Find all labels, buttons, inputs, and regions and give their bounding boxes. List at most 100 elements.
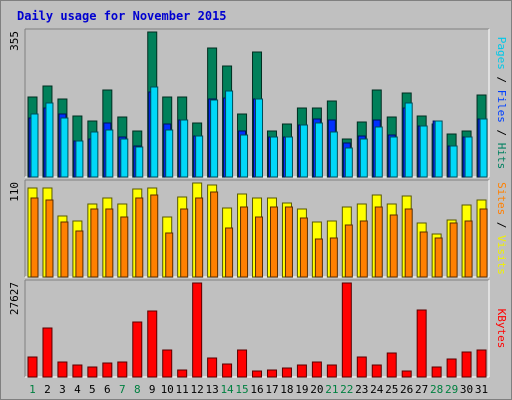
x-tick-label-5: 5 xyxy=(89,383,96,396)
bar-pages-day-1 xyxy=(30,113,39,178)
x-tick-label-9: 9 xyxy=(149,383,156,396)
bar-kbytes-day-26 xyxy=(401,370,412,378)
bar-kbytes-day-13 xyxy=(207,357,218,378)
bar-pages-day-19 xyxy=(299,124,308,178)
bar-kbytes-day-4 xyxy=(72,364,83,378)
bar-kbytes-day-24 xyxy=(371,364,382,378)
bar-sites-day-6 xyxy=(105,208,114,278)
bar-kbytes-day-6 xyxy=(102,362,113,378)
legend-part: Sites xyxy=(495,182,508,215)
x-tick-label-29: 29 xyxy=(445,383,458,396)
bar-pages-day-10 xyxy=(165,129,174,178)
x-tick-label-4: 4 xyxy=(74,383,81,396)
bar-pages-day-4 xyxy=(75,140,84,178)
x-tick-label-22: 22 xyxy=(340,383,353,396)
x-tick-label-14: 14 xyxy=(220,383,234,396)
bar-sites-day-31 xyxy=(479,208,488,278)
x-tick-label-10: 10 xyxy=(161,383,174,396)
bar-pages-day-2 xyxy=(45,102,54,178)
x-tick-label-3: 3 xyxy=(59,383,66,396)
bar-pages-day-12 xyxy=(195,135,204,178)
bar-pages-day-20 xyxy=(314,122,323,178)
bar-kbytes-day-7 xyxy=(117,361,128,378)
x-tick-label-28: 28 xyxy=(430,383,443,396)
bar-kbytes-day-12 xyxy=(192,282,203,378)
x-tick-label-17: 17 xyxy=(265,383,278,396)
bar-pages-day-25 xyxy=(389,136,398,178)
x-tick-label-25: 25 xyxy=(385,383,398,396)
bar-sites-day-8 xyxy=(135,197,144,278)
bar-sites-day-3 xyxy=(60,221,69,278)
series-legend-kbytes: KBytes xyxy=(495,309,508,349)
bar-sites-day-18 xyxy=(284,206,293,278)
series-legend-hits-files-pages: Pages / Files / Hits xyxy=(495,37,508,170)
bar-sites-day-11 xyxy=(180,208,189,278)
bar-sites-day-27 xyxy=(419,231,428,278)
legend-part: Files xyxy=(495,90,508,123)
bar-sites-day-10 xyxy=(165,232,174,278)
bar-sites-day-26 xyxy=(404,208,413,278)
bar-sites-day-24 xyxy=(374,206,383,278)
bar-kbytes-day-11 xyxy=(177,369,188,378)
bar-sites-day-25 xyxy=(389,214,398,278)
bar-sites-day-5 xyxy=(90,208,99,278)
x-tick-label-2: 2 xyxy=(44,383,51,396)
bar-kbytes-day-25 xyxy=(386,352,397,378)
x-tick-label-7: 7 xyxy=(119,383,126,396)
bar-kbytes-day-5 xyxy=(87,366,98,378)
bar-sites-day-19 xyxy=(299,217,308,278)
legend-part: Visits xyxy=(495,235,508,275)
legend-part: KBytes xyxy=(495,309,508,349)
bar-sites-day-23 xyxy=(359,220,368,278)
bar-pages-day-13 xyxy=(210,99,219,178)
bar-kbytes-day-14 xyxy=(222,363,233,378)
bar-pages-day-28 xyxy=(434,120,443,178)
bar-sites-day-1 xyxy=(30,197,39,278)
series-legend-visits-sites: Sites / Visits xyxy=(495,182,508,275)
bar-kbytes-day-18 xyxy=(281,367,292,378)
bar-sites-day-28 xyxy=(434,237,443,278)
bar-pages-day-15 xyxy=(240,134,249,178)
y-max-label-kbytes: 27627 xyxy=(8,282,21,315)
y-max-label-hits-files-pages: 355 xyxy=(8,31,21,51)
x-tick-label-21: 21 xyxy=(325,383,338,396)
bar-kbytes-day-19 xyxy=(296,364,307,378)
bar-kbytes-day-21 xyxy=(326,364,337,378)
bar-kbytes-day-16 xyxy=(252,370,263,378)
bar-pages-day-31 xyxy=(479,118,488,178)
bar-pages-day-27 xyxy=(419,125,428,178)
bar-sites-day-9 xyxy=(150,194,159,278)
x-tick-label-26: 26 xyxy=(400,383,413,396)
x-tick-label-20: 20 xyxy=(310,383,323,396)
bar-pages-day-24 xyxy=(374,126,383,178)
x-tick-label-13: 13 xyxy=(205,383,218,396)
bar-pages-day-3 xyxy=(60,117,69,178)
bar-pages-day-17 xyxy=(269,136,278,178)
bar-sites-day-21 xyxy=(329,237,338,278)
x-tick-label-31: 31 xyxy=(475,383,488,396)
legend-part: / xyxy=(495,70,508,90)
bar-pages-day-22 xyxy=(344,147,353,178)
legend-part: / xyxy=(495,123,508,143)
bar-pages-day-21 xyxy=(329,131,338,178)
x-tick-label-6: 6 xyxy=(104,383,111,396)
plot-area-kbytes xyxy=(25,280,489,377)
bar-kbytes-day-2 xyxy=(42,327,53,378)
chart-title: Daily usage for November 2015 xyxy=(17,9,227,23)
bar-pages-day-16 xyxy=(255,98,264,178)
bar-sites-day-29 xyxy=(449,222,458,278)
bar-kbytes-day-23 xyxy=(356,356,367,378)
bar-sites-day-13 xyxy=(210,191,219,278)
bar-pages-day-26 xyxy=(404,102,413,178)
bar-kbytes-day-10 xyxy=(162,349,173,378)
bar-kbytes-day-3 xyxy=(57,361,68,378)
bar-pages-day-18 xyxy=(284,136,293,178)
legend-part: / xyxy=(495,215,508,235)
bar-sites-day-17 xyxy=(269,206,278,278)
x-tick-label-1: 1 xyxy=(29,383,36,396)
x-tick-label-11: 11 xyxy=(176,383,189,396)
bar-sites-day-16 xyxy=(255,216,264,278)
bar-kbytes-day-8 xyxy=(132,321,143,378)
y-max-label-visits-sites: 110 xyxy=(8,182,21,202)
legend-part: Pages xyxy=(495,37,508,70)
